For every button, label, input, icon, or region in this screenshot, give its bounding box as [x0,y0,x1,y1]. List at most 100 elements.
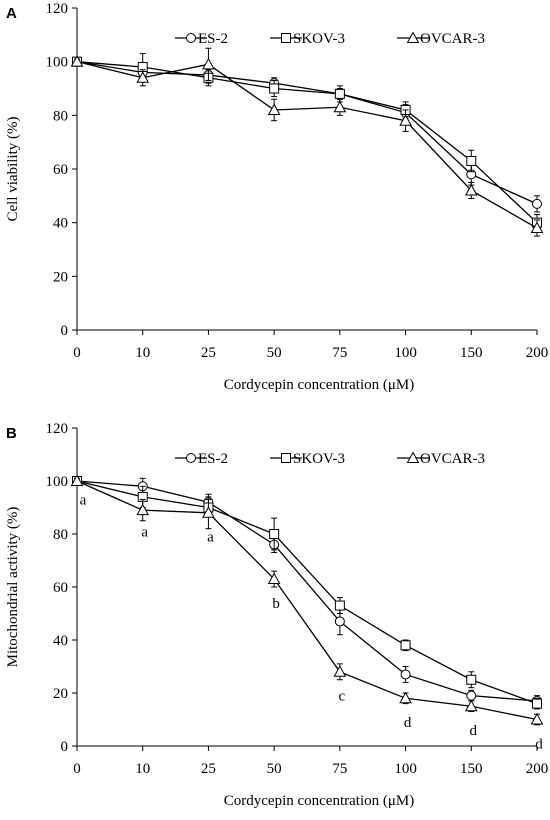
x-tick-label: 100 [394,761,417,777]
annotation-label: a [207,530,214,546]
y-tick-label: 40 [53,633,68,649]
y-axis-title: Mitochondrial activity (%) [5,507,21,668]
y-tick-label: 120 [46,421,69,437]
data-point-circle [466,690,477,701]
annotation-label: a [80,493,87,509]
y-tick-label: 60 [53,162,68,178]
annotation-label: d [535,736,543,752]
data-point-triangle [333,665,347,677]
x-axis-title: Cordycepin concentration (μM) [224,793,414,809]
x-tick-label: 0 [73,345,81,361]
legend-item-skov-3: SKOV-3 [270,451,345,467]
data-point-square [269,529,280,539]
chart-panel-a: A 0 20 40 60 80 100 120 0 10 25 50 75 100 150 200 Cordyc… [5,1,548,393]
x-tick-label: 200 [526,761,549,777]
legend-label: ES-2 [198,451,228,467]
annotation-label: a [141,524,148,540]
data-point-square [466,674,477,685]
legend-item-es-2: ES-2 [175,451,228,467]
data-point-triangle [333,100,347,113]
x-tick-label: 50 [267,345,282,361]
data-point-triangle [70,474,84,486]
annotation-label: d [470,723,478,739]
x-tick-label: 150 [460,761,483,777]
legend-item-skov-3: SKOV-3 [270,31,345,47]
legend-label: SKOV-3 [293,451,345,467]
legend-label: OVCAR-3 [420,31,485,47]
annotation-label: b [272,596,280,612]
data-point-triangle [399,114,412,126]
data-point-triangle [267,572,281,585]
data-point-triangle [464,699,478,712]
x-tick-label: 10 [135,761,150,777]
legend-item-es-2: ES-2 [175,31,228,47]
legend-marker-circle [186,33,196,43]
data-point-circle [400,669,411,680]
legend-marker-triangle [406,451,420,463]
data-point-square [269,83,280,94]
data-point-square [400,640,411,651]
legend-item-ovcar-3: OVCAR-3 [397,451,485,467]
x-tick-label: 10 [135,345,150,361]
legend-label: OVCAR-3 [420,451,485,467]
y-tick-label: 60 [53,580,68,596]
annotation-label: c [339,689,346,705]
annotation-label: d [404,715,412,731]
y-tick-label: 80 [53,108,68,124]
x-tick-label: 75 [332,761,347,777]
series-ovcar-3 [70,474,544,726]
data-point-circle [532,198,542,209]
data-point-square [466,155,477,166]
x-tick-label: 50 [267,761,282,777]
legend-item-ovcar-3: OVCAR-3 [397,31,485,47]
y-tick-label: 40 [53,216,68,232]
data-point-triangle [202,57,215,70]
data-point-triangle [530,712,544,725]
legend-marker-square [281,33,291,43]
legend-marker-circle [186,453,196,463]
series-line [76,480,538,705]
x-axis-title: Cordycepin concentration (μM) [224,377,414,393]
legend-label: SKOV-3 [293,31,345,47]
series-line [76,61,538,224]
panel-label: B [6,425,17,442]
y-tick-label: 0 [61,323,69,339]
x-tick-label: 100 [394,345,417,361]
data-point-triangle [136,71,150,83]
series-line [76,61,538,205]
x-tick-label: 150 [460,345,483,361]
x-tick-label: 25 [201,345,216,361]
legend-marker-triangle [406,31,420,43]
y-axis-title: Cell viability (%) [5,117,21,222]
data-point-triangle [530,221,544,234]
data-point-triangle [464,183,478,196]
y-tick-label: 80 [53,527,68,543]
series-ovcar-3 [70,47,544,237]
y-tick-label: 100 [46,55,69,71]
y-tick-label: 20 [53,686,68,702]
data-point-square [334,600,345,611]
data-point-circle [334,616,345,627]
data-point-triangle [399,691,412,704]
legend-label: ES-2 [198,31,228,47]
series-line [76,480,538,702]
data-point-square [532,698,542,709]
x-tick-label: 25 [201,761,216,777]
y-tick-label: 20 [53,269,68,285]
data-point-triangle [136,503,150,516]
x-tick-label: 75 [332,345,347,361]
legend-marker-square [281,453,291,463]
y-tick-label: 0 [61,739,69,755]
x-tick-label: 0 [73,761,81,777]
data-point-square [334,88,345,99]
panel-label: A [6,5,17,22]
data-point-triangle [267,103,281,115]
y-tick-label: 100 [46,474,69,490]
y-tick-label: 120 [46,1,69,17]
data-point-triangle [70,55,84,67]
data-point-triangle [202,506,215,518]
series-line [76,480,538,721]
chart-panel-b: B 0 20 40 60 80 100 120 0 10 25 50 75 100 150 200 Cordyc… [5,421,548,809]
x-tick-label: 200 [526,345,549,361]
